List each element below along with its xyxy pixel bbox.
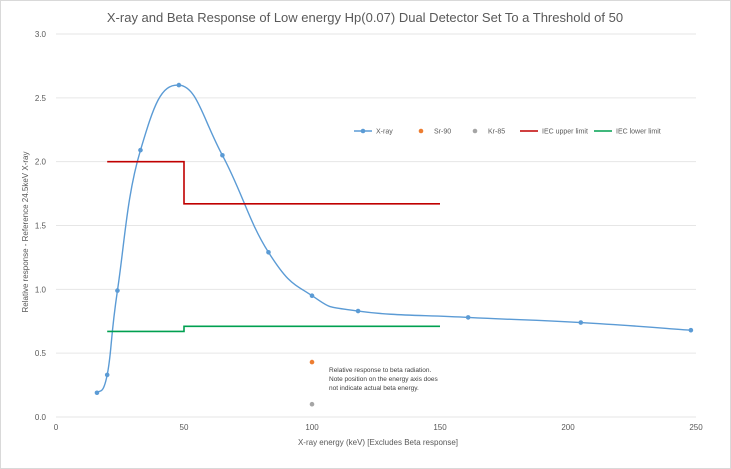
x-tick-label: 150 <box>433 423 447 432</box>
x-tick-label: 250 <box>689 423 703 432</box>
data-point-x-ray <box>266 250 271 255</box>
legend: X-ray Sr-90 Kr-85 IEC upper limit IEC lower … <box>354 129 661 136</box>
data-point-kr-85 <box>309 401 315 407</box>
data-point-x-ray <box>115 288 120 293</box>
legend-label-sr-90: Sr-90 <box>434 129 451 136</box>
x-tick-label: 50 <box>180 423 189 432</box>
y-tick-label: 2.5 <box>35 94 47 103</box>
y-tick-label: 0.0 <box>35 413 47 422</box>
y-tick-label: 0.5 <box>35 349 47 358</box>
beta-annotation: Relative response to beta radiation. Not… <box>329 367 439 392</box>
data-point-x-ray <box>220 152 225 158</box>
y-tick-label: 1.0 <box>35 285 47 294</box>
legend-marker-kr-85 <box>472 128 478 134</box>
series-line-iec-lower-limit <box>107 325 440 333</box>
y-axis-label: Relative response - Reference 24.5keV X-… <box>21 152 30 313</box>
data-point-x-ray <box>104 372 110 378</box>
series-layer <box>94 82 694 407</box>
data-point-x-ray <box>94 390 100 396</box>
data-point-sr-90 <box>309 359 315 365</box>
data-point-x-ray <box>578 320 584 325</box>
legend-label-x-ray: X-ray <box>376 129 393 136</box>
y-tick-label: 1.5 <box>35 222 47 231</box>
data-point-x-ray <box>309 293 315 299</box>
legend-marker-x-ray <box>360 128 366 134</box>
data-point-x-ray <box>138 147 143 153</box>
series-line-iec-upper-limit <box>107 160 440 205</box>
x-tick-labels: 0 50 100 150 200 250 <box>54 423 703 432</box>
annotation-line-1: Relative response to beta radiation. <box>329 367 431 374</box>
data-point-x-ray <box>176 82 182 88</box>
legend-label-iec-lower-limit: IEC lower limit <box>616 129 661 136</box>
chart-title: X-ray and Beta Response of Low energy Hp… <box>107 10 623 25</box>
data-point-x-ray <box>355 308 361 314</box>
annotation-line-3: not indicate actual beta energy. <box>329 385 419 392</box>
x-tick-label: 0 <box>54 423 59 432</box>
legend-marker-sr-90 <box>418 128 424 134</box>
data-point-x-ray <box>465 315 471 320</box>
y-tick-label: 2.0 <box>35 158 47 167</box>
x-axis-label: X-ray energy (keV) [Excludes Beta respon… <box>298 438 458 447</box>
y-tick-labels: 0.0 0.5 1.0 1.5 2.0 2.5 3.0 <box>35 30 47 422</box>
y-tick-label: 3.0 <box>35 30 47 39</box>
x-tick-label: 200 <box>561 423 575 432</box>
legend-label-kr-85: Kr-85 <box>488 129 505 136</box>
annotation-line-2: Note position on the energy axis does <box>329 376 439 383</box>
legend-label-iec-upper-limit: IEC upper limit <box>542 129 588 136</box>
data-point-x-ray <box>688 327 694 333</box>
x-tick-label: 100 <box>305 423 319 432</box>
gridlines <box>56 33 696 418</box>
